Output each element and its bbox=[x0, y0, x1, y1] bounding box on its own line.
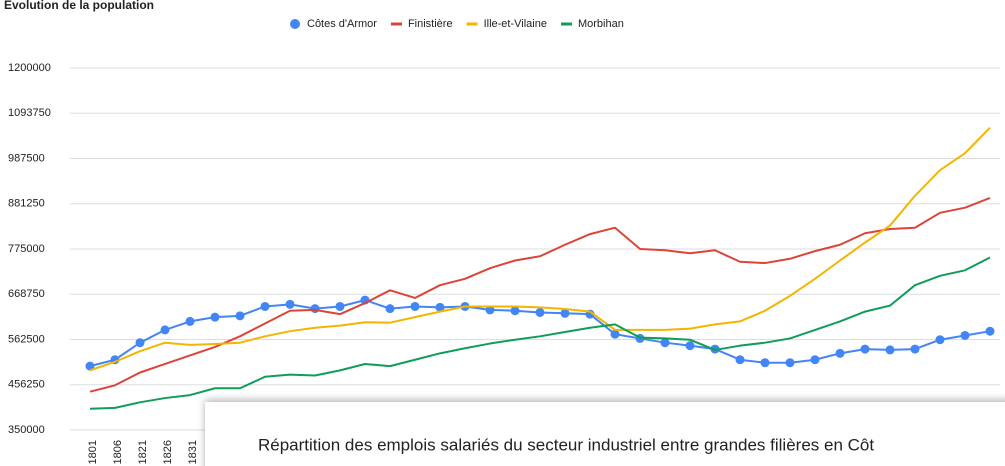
point bbox=[660, 338, 670, 348]
legend-swatch bbox=[290, 19, 300, 29]
point bbox=[910, 344, 920, 354]
point bbox=[785, 358, 795, 368]
point bbox=[810, 355, 820, 365]
point bbox=[185, 316, 195, 326]
x-tick-label: 1826 bbox=[162, 440, 174, 464]
y-tick-label: 562500 bbox=[8, 333, 45, 345]
point bbox=[835, 348, 845, 358]
y-tick-label: 1200000 bbox=[8, 62, 51, 74]
x-tick-label: 1801 bbox=[87, 440, 99, 464]
y-tick-label: 775000 bbox=[8, 243, 45, 255]
overlay-card bbox=[205, 402, 1005, 466]
y-tick-label: 350000 bbox=[8, 424, 45, 436]
point bbox=[235, 311, 245, 321]
point bbox=[735, 355, 745, 365]
point bbox=[435, 302, 445, 312]
y-tick-label: 987500 bbox=[8, 152, 45, 164]
overlay-title: Répartition des emplois salariés du sect… bbox=[258, 435, 874, 454]
point bbox=[410, 301, 420, 311]
point bbox=[510, 306, 520, 316]
series-line bbox=[89, 196, 991, 393]
y-tick-label: 456250 bbox=[8, 379, 45, 391]
point bbox=[885, 345, 895, 355]
point bbox=[385, 304, 395, 314]
legend-label: Morbihan bbox=[578, 18, 624, 30]
x-tick-label: 1821 bbox=[137, 440, 149, 464]
point bbox=[985, 326, 995, 336]
y-tick-label: 668750 bbox=[8, 288, 45, 300]
point bbox=[335, 301, 345, 311]
point bbox=[285, 299, 295, 309]
x-tick-label: 1806 bbox=[112, 440, 124, 464]
point bbox=[310, 304, 320, 314]
point bbox=[85, 361, 95, 371]
x-tick-label: 1831 bbox=[187, 440, 199, 464]
legend-label: Côtes d'Armor bbox=[307, 18, 377, 30]
point bbox=[485, 305, 495, 315]
point bbox=[760, 358, 770, 368]
point bbox=[135, 338, 145, 348]
point bbox=[610, 329, 620, 339]
y-tick-label: 1093750 bbox=[8, 107, 51, 119]
point bbox=[535, 307, 545, 317]
point bbox=[935, 335, 945, 345]
y-tick-label: 881250 bbox=[8, 198, 45, 210]
series-line bbox=[89, 256, 991, 410]
legend-label: Finistière bbox=[408, 18, 453, 30]
point bbox=[960, 330, 970, 340]
point bbox=[260, 301, 270, 311]
plot: 350000 456250 562500 668750 775000 881250 9875… bbox=[8, 18, 1000, 464]
point bbox=[860, 344, 870, 354]
point bbox=[685, 341, 695, 351]
point bbox=[210, 312, 220, 322]
point bbox=[160, 325, 170, 335]
chart-title: Évolution de la population bbox=[4, 0, 154, 12]
legend-label: Ille-et-Vilaine bbox=[484, 18, 547, 30]
series-line bbox=[89, 126, 991, 372]
point bbox=[560, 308, 570, 318]
